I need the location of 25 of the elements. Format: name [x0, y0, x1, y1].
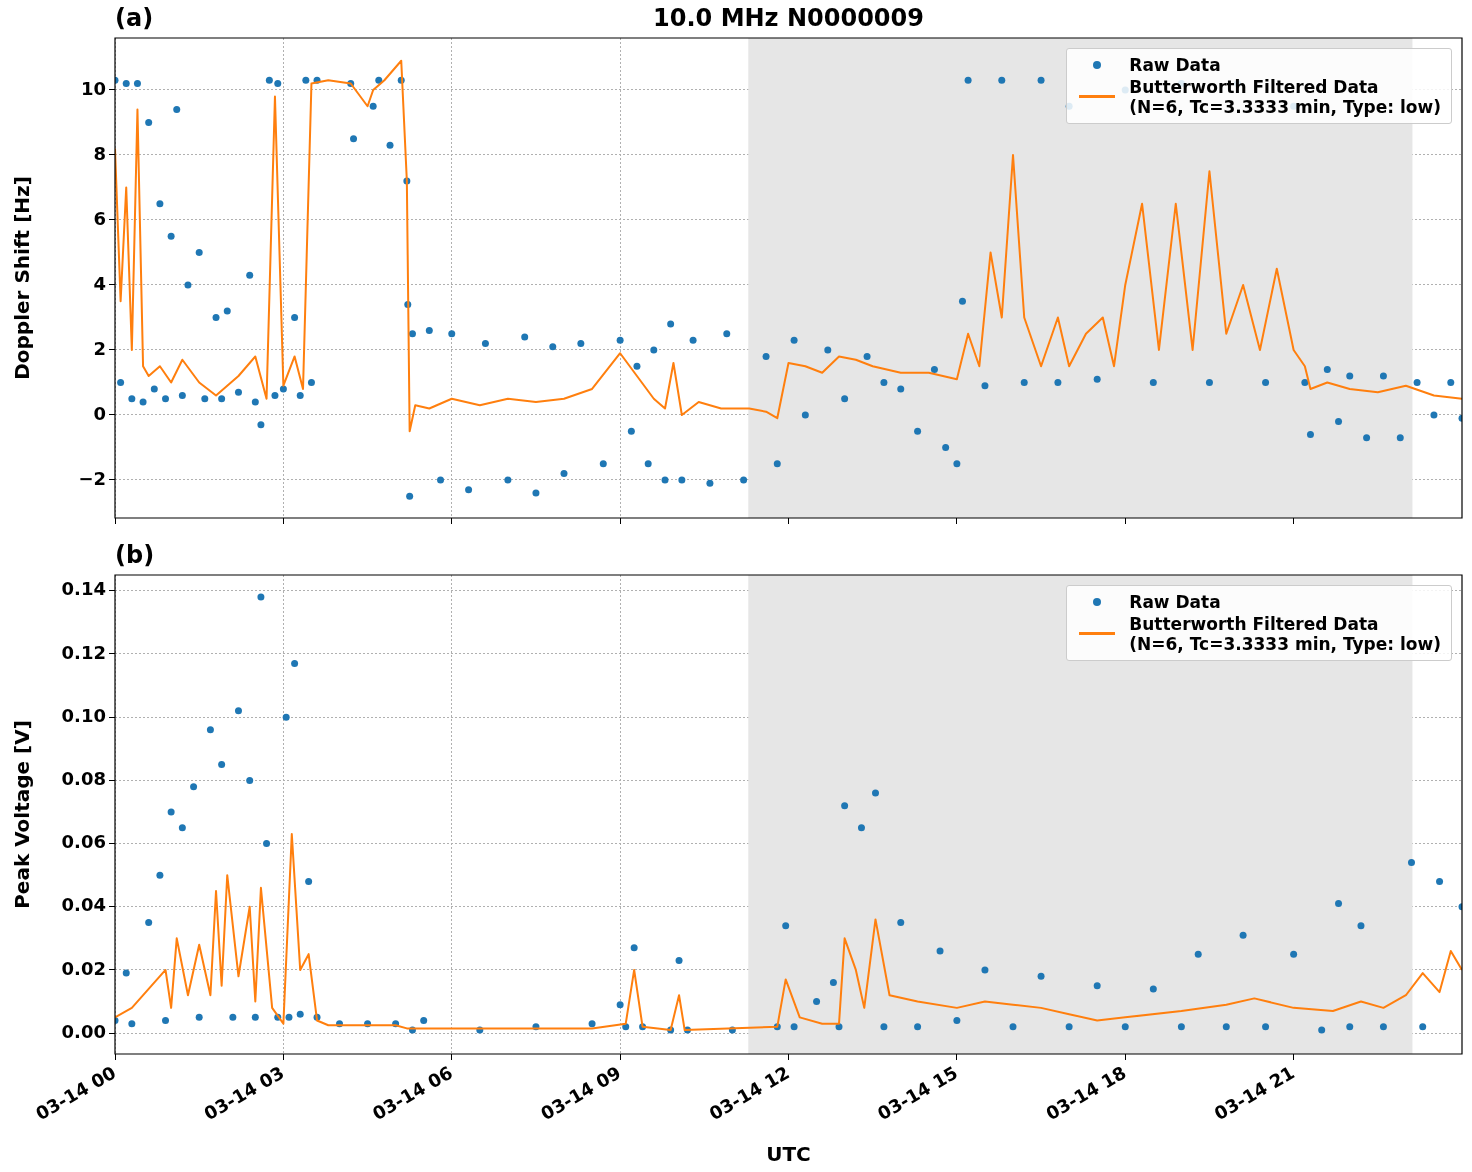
- y-tick-label: 0: [93, 402, 106, 424]
- y-tick-label: 4: [93, 272, 106, 294]
- y-axis-title: Doppler Shift [Hz]: [10, 176, 35, 380]
- y-tick-label: 2: [93, 337, 106, 359]
- legend-label: Butterworth Filtered Data (N=6, Tc=3.3333 min, Type: low): [1129, 77, 1441, 117]
- y-tick-label: 0.04: [61, 894, 106, 916]
- y-tick-label: 0.08: [61, 768, 106, 790]
- legend-label: Butterworth Filtered Data (N=6, Tc=3.3333 min, Type: low): [1129, 614, 1441, 654]
- legend-label: Raw Data: [1129, 592, 1221, 612]
- text: (b): [115, 541, 155, 570]
- chart-title: 10.0 MHz N0000009: [653, 4, 924, 33]
- y-tick-label: 0.10: [61, 704, 106, 726]
- legend-label: Raw Data: [1129, 55, 1221, 75]
- y-tick-label: 0.02: [61, 957, 106, 979]
- y-tick-label: 10: [80, 77, 106, 99]
- y-tick-label: 8: [93, 142, 106, 164]
- y-tick-label: 0.12: [61, 641, 106, 663]
- text: (a): [115, 4, 154, 33]
- y-axis-title: Peak Voltage [V]: [10, 720, 35, 909]
- y-tick-label: −2: [78, 467, 106, 489]
- y-tick-label: 0.06: [61, 831, 106, 853]
- x-axis-title: UTC: [766, 1142, 811, 1167]
- y-tick-label: 6: [93, 207, 106, 229]
- y-tick-label: 0.14: [61, 578, 106, 600]
- y-tick-label: 0.00: [61, 1020, 106, 1042]
